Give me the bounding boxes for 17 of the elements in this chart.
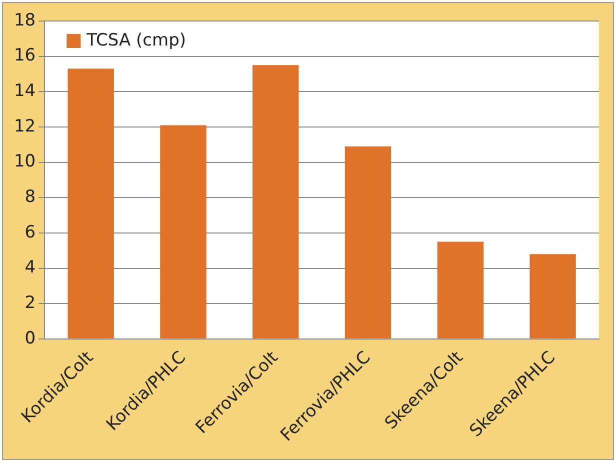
bar <box>68 68 114 338</box>
bar <box>530 254 576 338</box>
y-tick-label: 16 <box>14 46 36 66</box>
y-tick-label: 4 <box>24 258 36 278</box>
y-tick-label: 6 <box>24 222 36 242</box>
bar <box>252 65 299 338</box>
y-tick-label: 18 <box>14 10 36 30</box>
bar <box>437 242 484 338</box>
y-tick-label: 10 <box>14 152 36 172</box>
y-tick-label: 14 <box>14 81 36 102</box>
legend-label: TCSA (cmp) <box>86 30 186 50</box>
y-tick-label: 8 <box>24 187 36 208</box>
bar <box>344 146 392 338</box>
y-tick-label: 12 <box>14 116 36 136</box>
y-tick-label: 0 <box>24 328 36 348</box>
y-tick-label: 2 <box>24 293 36 314</box>
bar <box>160 125 206 338</box>
